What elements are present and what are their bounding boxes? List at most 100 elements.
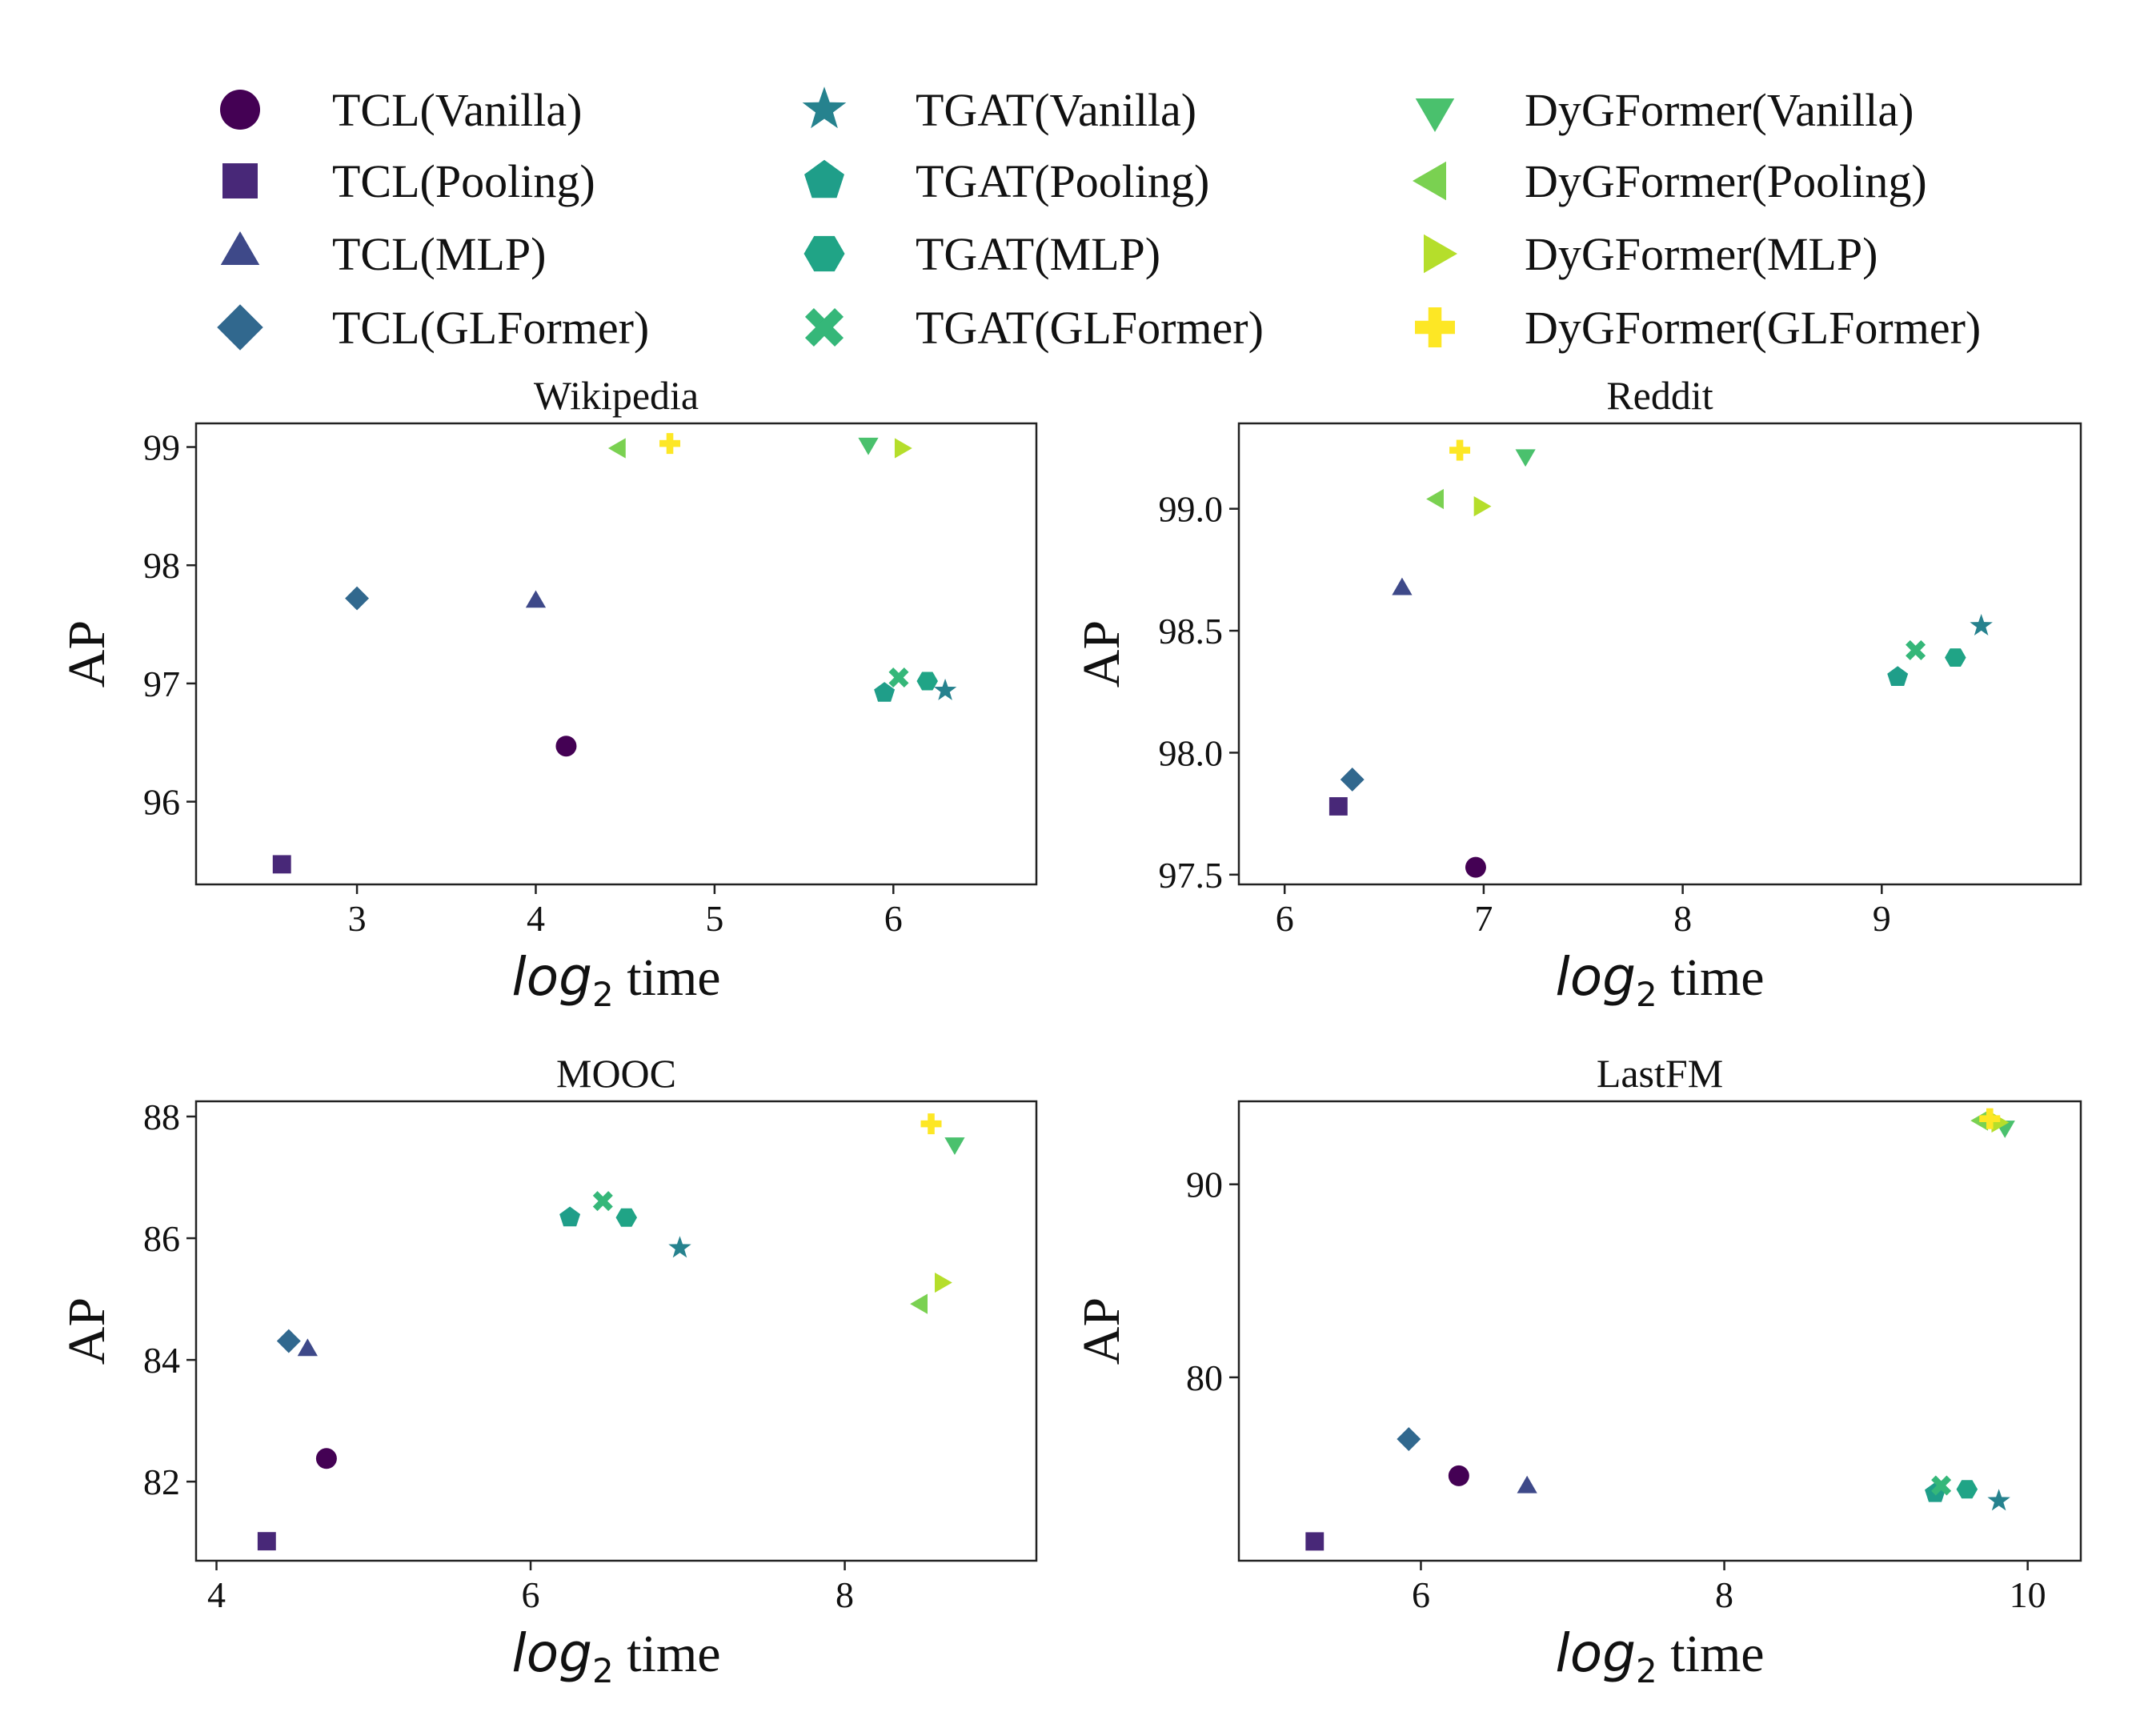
x-axis-label: log2 time — [511, 946, 720, 1014]
legend-label: DyGFormer(GLFormer) — [1525, 302, 1981, 354]
point-tcl-pooling — [1328, 797, 1348, 816]
panel-lastfm: LastFM 6 8 10 80 90 AP log2 time — [1072, 1051, 2082, 1690]
point-tcl-pooling — [1305, 1532, 1324, 1551]
point-tcl-vanilla — [315, 1448, 337, 1469]
x-axis-label-log: log — [511, 1622, 592, 1684]
legend-label: DyGFormer(Vanilla) — [1525, 84, 1914, 136]
point-tgat-mlp — [916, 672, 938, 691]
legend-label: TGAT(Pooling) — [916, 155, 1209, 207]
panel-mooc: MOOC 4 6 8 82 84 86 88 AP log2 time — [58, 1051, 1038, 1690]
x-tick-label: 8 — [836, 1574, 854, 1615]
legend-label: TCL(MLP) — [332, 228, 546, 280]
y-tick-label: 96 — [143, 782, 180, 823]
x-tick-label: 6 — [522, 1574, 540, 1615]
y-axis-label: AP — [58, 1297, 116, 1365]
x-axis-label-log: log — [1555, 946, 1636, 1008]
plot-frame — [1237, 422, 2082, 886]
x-tick-label: 3 — [348, 898, 367, 939]
point-tcl-mlp — [297, 1338, 318, 1357]
panel-title: Reddit — [1606, 373, 1713, 418]
point-tgat-mlp — [615, 1208, 638, 1227]
y-tick-label: 98.0 — [1159, 732, 1224, 773]
plot-frame — [194, 422, 1038, 886]
point-tgat-pooling — [559, 1206, 581, 1227]
x-axis-label-rest: time — [614, 948, 721, 1007]
legend-marker-dygformer-glformer — [1415, 307, 1455, 347]
point-dygformer-glformer — [920, 1113, 942, 1135]
y-tick-label: 99 — [143, 427, 180, 468]
point-tcl-vanilla — [1448, 1465, 1469, 1486]
x-axis-label-subscript: 2 — [592, 975, 614, 1014]
panel-title: Wikipedia — [534, 373, 699, 418]
y-tick-label: 98 — [143, 545, 180, 586]
legend-marker-dygformer-mlp — [1424, 234, 1457, 274]
legend-marker-tcl-vanilla — [220, 90, 260, 130]
point-dygformer-mlp — [894, 438, 912, 459]
panel-title: MOOC — [556, 1051, 676, 1096]
point-tcl-vanilla — [1465, 856, 1486, 878]
point-tcl-pooling — [257, 1532, 276, 1551]
point-tgat-glformer — [888, 668, 909, 688]
legend-marker-tgat-vanilla — [802, 86, 847, 129]
legend-label: TCL(GLFormer) — [332, 302, 649, 354]
point-tgat-vanilla — [1987, 1489, 2010, 1511]
point-tgat-glformer — [592, 1191, 613, 1212]
x-tick-label: 9 — [1873, 898, 1891, 939]
legend-item-tcl-glformer: TCL(GLFormer) — [217, 302, 649, 354]
x-axis-label-rest: time — [614, 1625, 721, 1683]
legend-item-dygformer-mlp: DyGFormer(MLP) — [1424, 228, 1878, 280]
x-axis-label-subscript: 2 — [1636, 1651, 1657, 1690]
x-tick-label: 10 — [2010, 1574, 2046, 1615]
point-tcl-glformer — [1340, 768, 1365, 792]
plot-frame — [194, 1100, 1038, 1562]
legend-label: DyGFormer(Pooling) — [1525, 155, 1927, 207]
y-tick-label: 90 — [1186, 1165, 1223, 1205]
point-dygformer-glformer — [659, 433, 681, 455]
point-tcl-mlp — [1392, 577, 1413, 595]
point-tgat-pooling — [1887, 666, 1909, 686]
plot-frame — [1237, 1100, 2082, 1562]
y-axis-label: AP — [58, 620, 116, 688]
point-tgat-vanilla — [1970, 614, 1993, 636]
x-tick-label: 5 — [705, 898, 723, 939]
panel-title: LastFM — [1597, 1051, 1723, 1096]
point-tgat-glformer — [1906, 639, 1926, 660]
legend-label: DyGFormer(MLP) — [1525, 228, 1878, 280]
legend-item-dygformer-glformer: DyGFormer(GLFormer) — [1415, 302, 1981, 354]
legend-marker-tcl-glformer — [217, 304, 263, 351]
point-tcl-glformer — [276, 1329, 301, 1353]
y-tick-label: 84 — [143, 1340, 180, 1381]
x-tick-label: 6 — [1276, 898, 1294, 939]
point-dygformer-pooling — [910, 1293, 928, 1314]
point-dygformer-glformer — [1449, 439, 1471, 461]
legend-item-dygformer-vanilla: DyGFormer(Vanilla) — [1415, 84, 1914, 136]
y-tick-label: 98.5 — [1159, 611, 1224, 652]
x-axis-label-rest: time — [1657, 1625, 1765, 1683]
y-tick-label: 80 — [1186, 1357, 1223, 1398]
point-dygformer-vanilla — [1515, 449, 1536, 467]
legend-item-tgat-glformer: TGAT(GLFormer) — [804, 302, 1264, 354]
x-tick-label: 7 — [1474, 898, 1493, 939]
point-dygformer-mlp — [1473, 496, 1492, 517]
x-axis-label-log: log — [511, 946, 592, 1008]
point-tcl-mlp — [525, 590, 547, 608]
legend-marker-dygformer-vanilla — [1415, 98, 1455, 132]
y-axis-label: AP — [1072, 620, 1131, 688]
legend-marker-tcl-pooling — [222, 163, 258, 198]
point-tcl-glformer — [345, 586, 370, 611]
x-tick-label: 8 — [1715, 1574, 1733, 1615]
y-tick-label: 88 — [143, 1097, 180, 1137]
x-axis-label: log2 time — [1555, 946, 1764, 1014]
y-tick-label: 97.5 — [1159, 855, 1224, 896]
point-tgat-mlp — [1945, 648, 1966, 668]
point-tgat-vanilla — [933, 678, 957, 700]
point-tcl-vanilla — [555, 736, 577, 757]
point-tcl-mlp — [1517, 1475, 1537, 1493]
legend-item-tgat-vanilla: TGAT(Vanilla) — [802, 84, 1196, 136]
point-dygformer-pooling — [607, 438, 626, 459]
legend-item-tgat-mlp: TGAT(MLP) — [804, 228, 1160, 280]
legend-marker-tgat-pooling — [804, 159, 844, 198]
x-tick-label: 4 — [527, 898, 545, 939]
